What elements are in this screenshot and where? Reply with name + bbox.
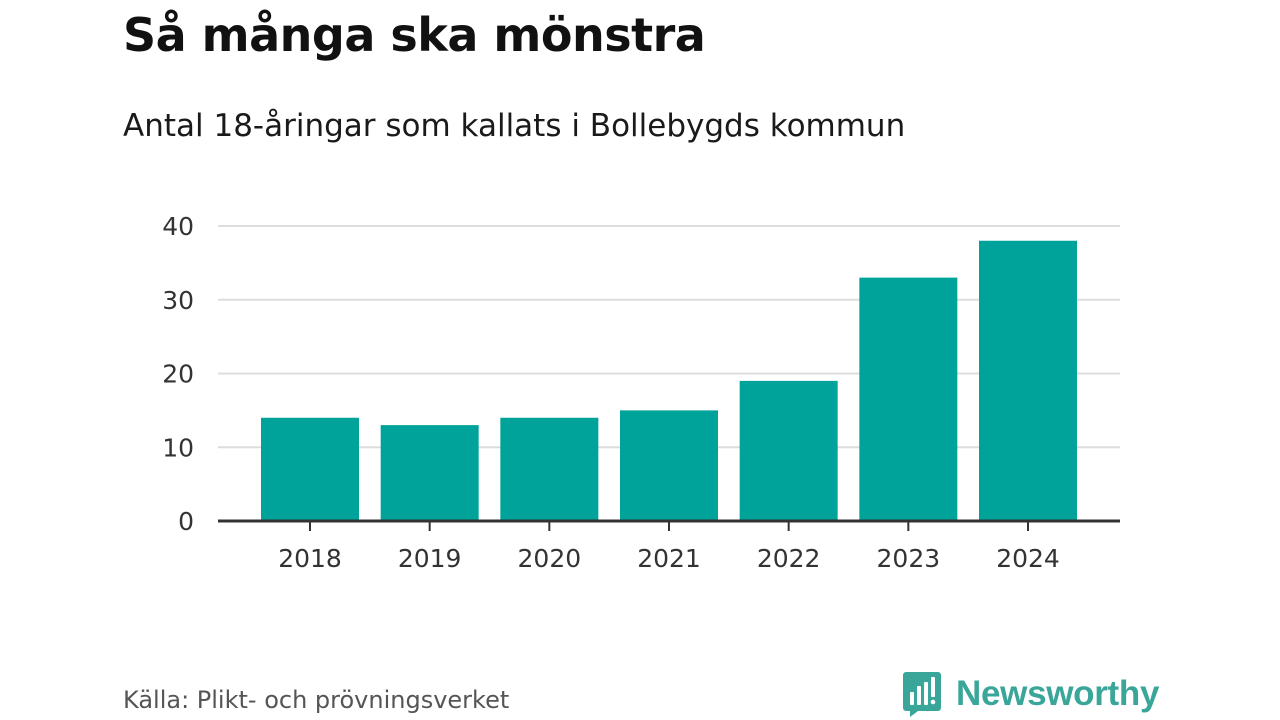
- bar-2020: [500, 417, 599, 521]
- bar-2022: [739, 380, 838, 521]
- y-tick-label: 40: [162, 212, 194, 241]
- x-tick-label: 2019: [398, 544, 462, 573]
- y-axis-ticks: 0 10 20 30 40: [162, 212, 194, 536]
- y-tick-label: 20: [162, 360, 194, 389]
- y-tick-label: 10: [162, 433, 194, 462]
- source-note: Källa: Plikt- och prövningsverket: [123, 686, 510, 714]
- chart-subtitle: Antal 18-åringar som kallats i Bollebygd…: [123, 108, 906, 144]
- bar-2024: [979, 240, 1077, 521]
- bar-2023: [859, 277, 958, 521]
- x-tick-label: 2020: [518, 544, 582, 573]
- bar-2021: [620, 410, 718, 521]
- chart-title: Så många ska mönstra: [123, 8, 706, 62]
- brand-name: Newsworthy: [956, 674, 1160, 713]
- y-tick-label: 0: [178, 507, 194, 536]
- bars: [261, 240, 1077, 521]
- x-tick-label: 2018: [278, 544, 342, 573]
- x-tick-label: 2021: [637, 544, 701, 573]
- bar-2019: [380, 425, 479, 521]
- x-axis: 2018 2019 2020 2021 2022 2023 2024: [218, 519, 1120, 573]
- x-tick-label: 2023: [877, 544, 941, 573]
- x-tick-label: 2022: [757, 544, 821, 573]
- newsworthy-logo: Newsworthy: [902, 670, 1159, 718]
- y-tick-label: 30: [162, 286, 194, 315]
- x-tick-label: 2024: [996, 544, 1060, 573]
- bar-2018: [261, 417, 359, 521]
- newsworthy-chart-icon: [903, 672, 941, 717]
